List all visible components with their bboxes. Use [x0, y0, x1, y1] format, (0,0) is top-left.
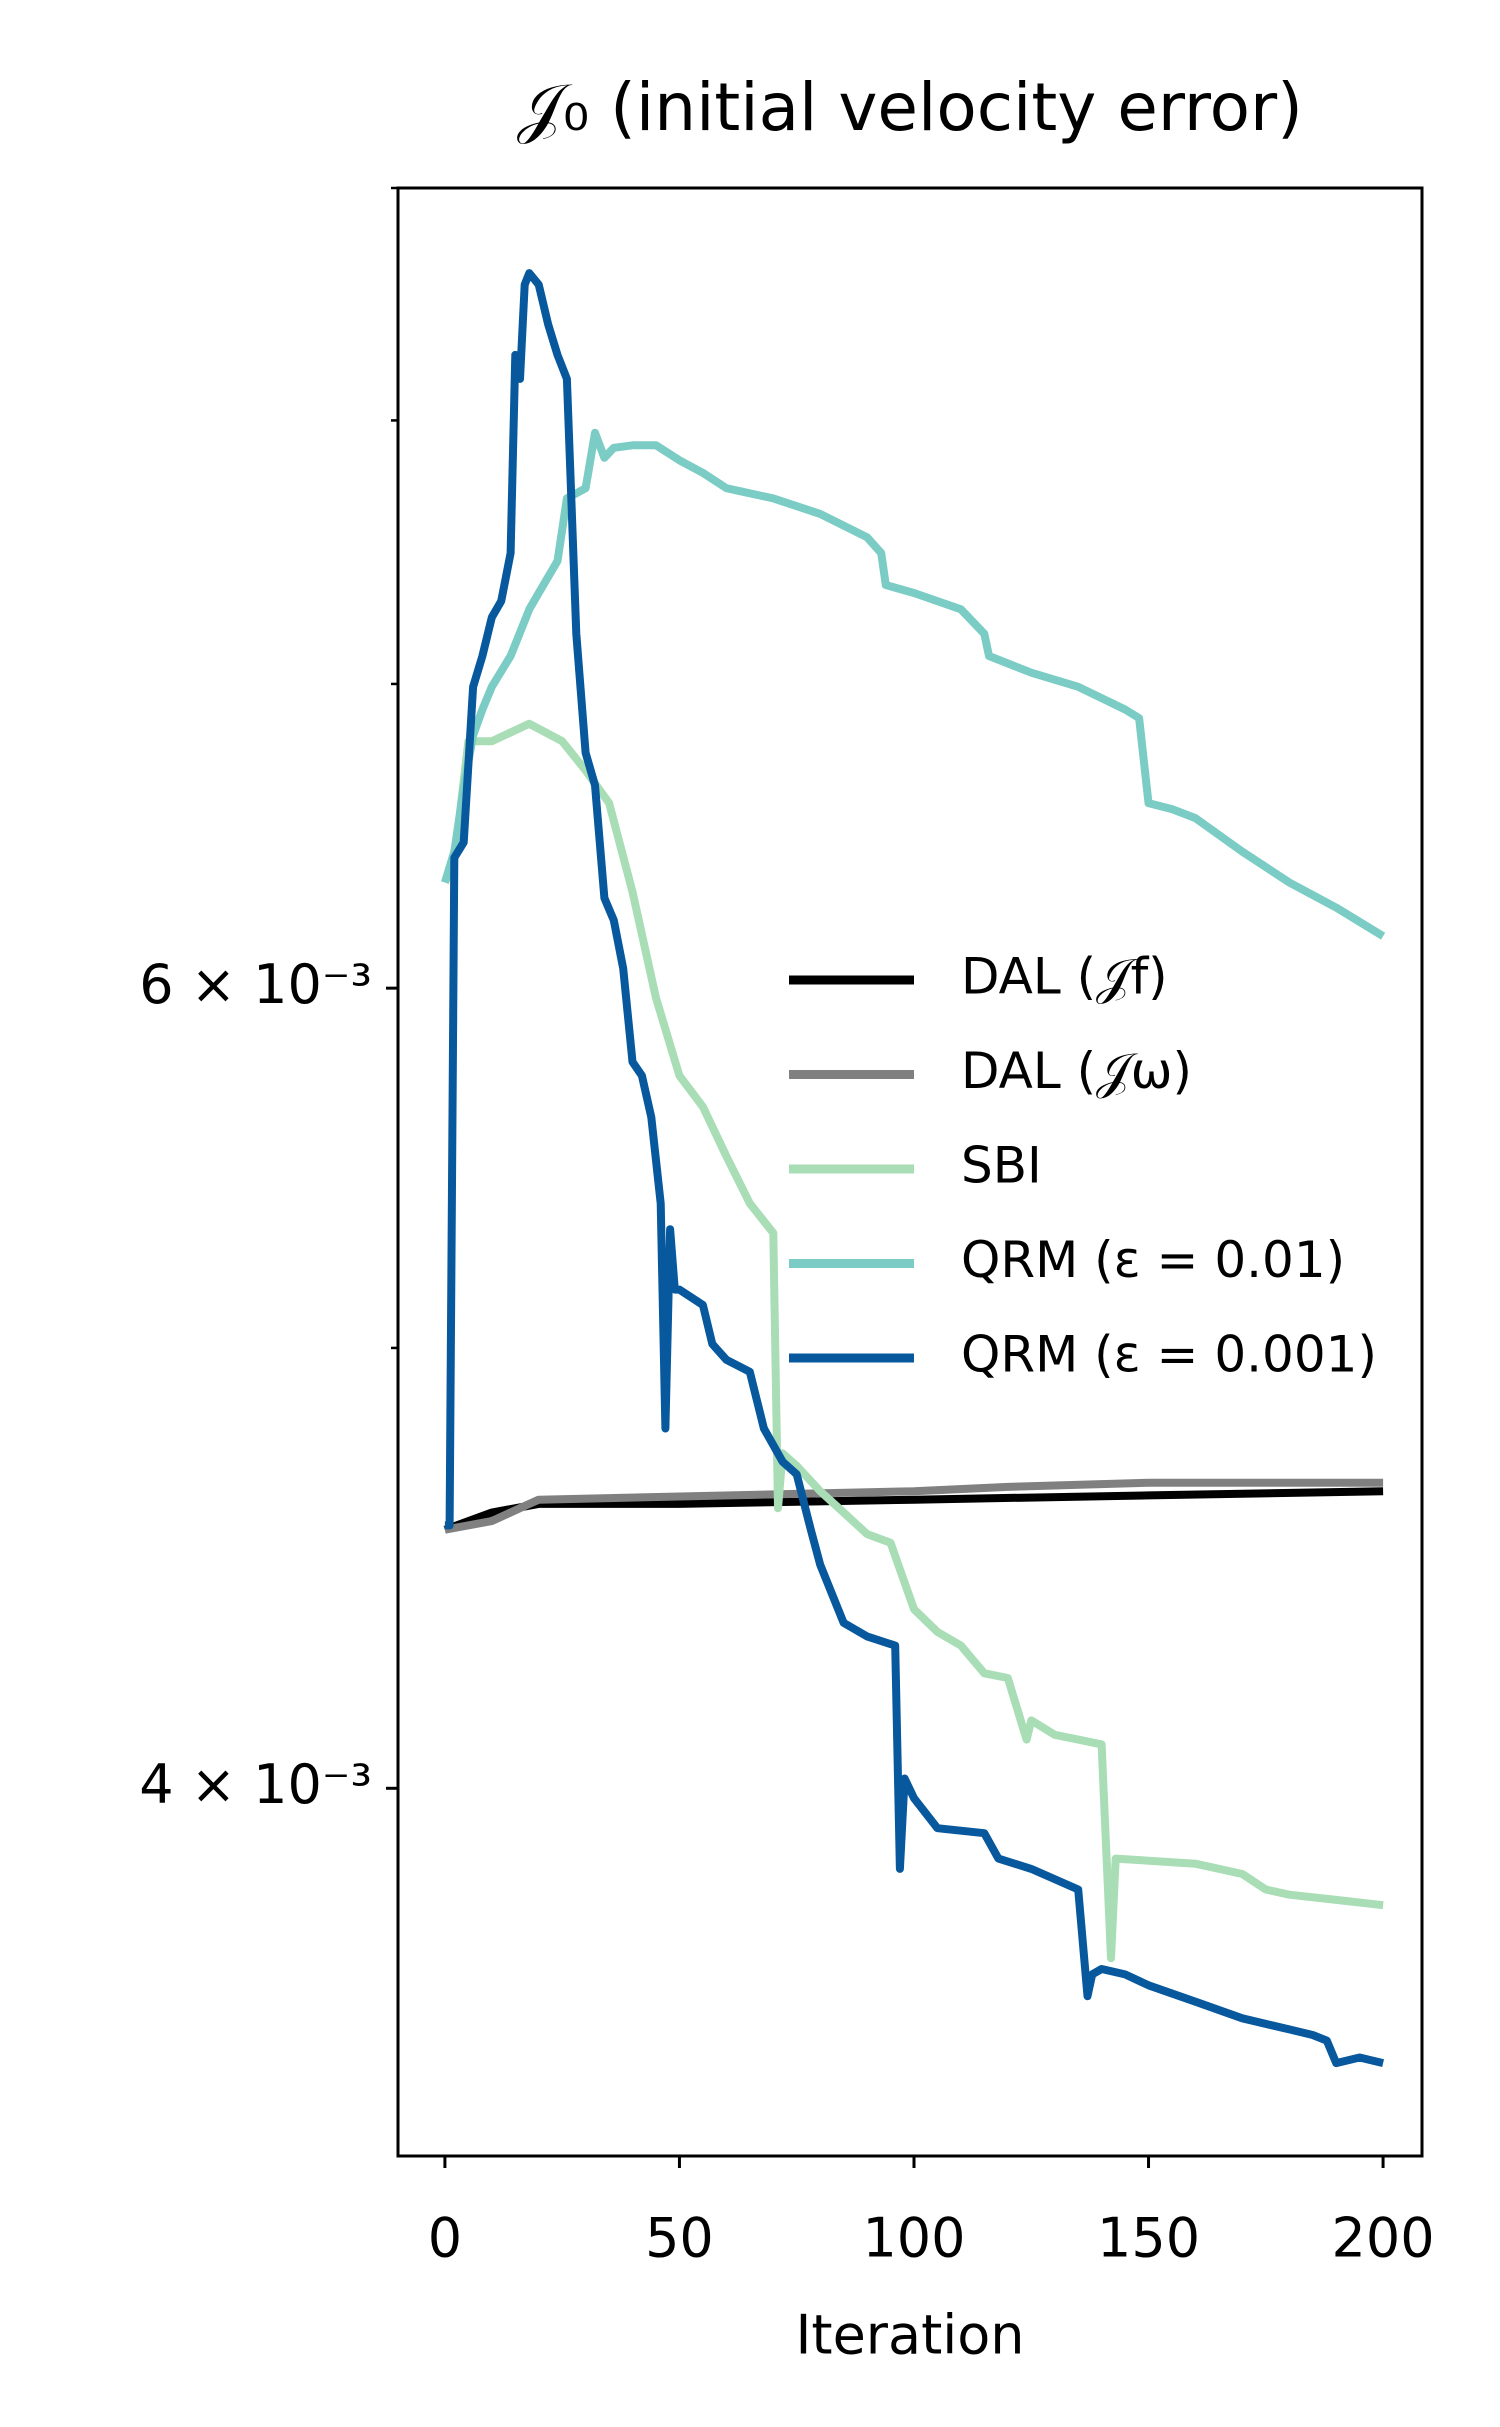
legend-label: DAL (𝒥ω)	[961, 1042, 1192, 1100]
y-tick-label: 6 × 10⁻³	[139, 953, 372, 1016]
series-line	[444, 1478, 1384, 1534]
legend-label: QRM (ε = 0.01)	[961, 1231, 1345, 1289]
chart-title: 𝒥₀ (initial velocity error)	[517, 69, 1303, 146]
series-line	[441, 428, 1386, 940]
legend-label: SBI	[961, 1137, 1042, 1195]
x-tick-label: 50	[645, 2207, 714, 2270]
legend-label: QRM (ε = 0.001)	[961, 1326, 1377, 1384]
x-tick-label: 0	[428, 2207, 462, 2270]
plot-frame	[396, 186, 1424, 2158]
x-tick-label: 200	[1332, 2207, 1435, 2270]
series-line	[443, 1487, 1384, 1534]
legend-label: DAL (𝒥f)	[961, 948, 1168, 1006]
x-tick-label: 150	[1097, 2207, 1200, 2270]
x-tick-label: 100	[862, 2207, 965, 2270]
y-tick-label: 4 × 10⁻³	[139, 1753, 372, 1816]
x-axis-label: Iteration	[795, 2304, 1024, 2367]
series-line	[444, 269, 1385, 2068]
